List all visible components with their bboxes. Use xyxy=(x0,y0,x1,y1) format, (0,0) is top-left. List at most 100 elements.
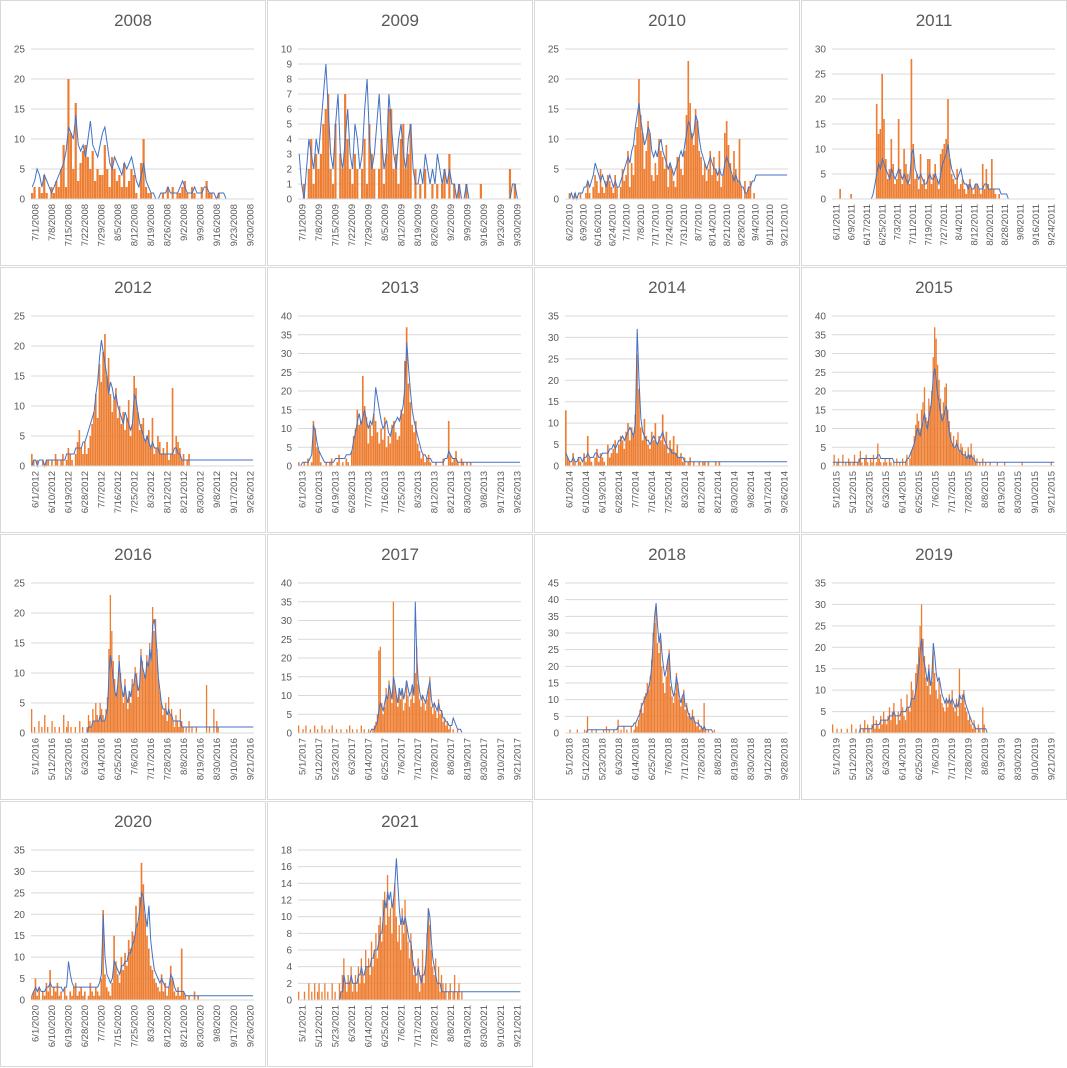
x-tick-label: 6/14/2018 xyxy=(631,738,642,780)
y-tick-label: 0 xyxy=(820,729,826,740)
bar xyxy=(970,724,972,733)
bar xyxy=(162,448,165,466)
bar xyxy=(941,703,943,733)
x-tick-label: 6/10/2013 xyxy=(314,471,325,513)
y-tick-label: 35 xyxy=(815,330,827,341)
bar xyxy=(115,697,117,733)
bar xyxy=(81,151,85,199)
bar xyxy=(414,966,416,1000)
bar xyxy=(612,193,615,199)
bar xyxy=(38,987,40,1000)
bar xyxy=(111,631,113,733)
bar xyxy=(389,908,392,1000)
bar xyxy=(377,169,381,199)
y-tick-label: 45 xyxy=(548,579,560,590)
x-tick-label: 6/25/2015 xyxy=(914,471,925,513)
bar xyxy=(894,715,896,733)
bar xyxy=(124,430,126,466)
bar xyxy=(930,184,933,199)
bar xyxy=(170,709,173,733)
y-tick-label: 8 xyxy=(286,75,292,86)
y-tick-label: 0 xyxy=(553,195,559,206)
x-tick-label: 7/15/2008 xyxy=(63,204,74,246)
bar xyxy=(147,430,150,466)
bar xyxy=(303,991,306,1000)
bar xyxy=(44,715,46,733)
bar xyxy=(569,729,571,733)
bar xyxy=(650,659,653,733)
bar xyxy=(389,443,392,466)
y-tick-label: 9 xyxy=(286,60,292,71)
bar xyxy=(613,729,615,733)
y-tick-label: 5 xyxy=(19,699,25,710)
bar xyxy=(448,991,450,1000)
bar xyxy=(639,115,642,199)
x-tick-label: 6/1/2013 xyxy=(297,471,308,508)
bar xyxy=(184,995,187,1000)
bar xyxy=(623,448,626,466)
bar xyxy=(122,970,125,1000)
bar xyxy=(987,184,990,199)
y-tick-label: 4 xyxy=(286,962,292,973)
bar xyxy=(707,169,710,199)
bar xyxy=(983,189,986,199)
bar xyxy=(888,458,891,466)
y-tick-label: 6 xyxy=(286,946,292,957)
bar xyxy=(124,679,126,733)
bar xyxy=(424,169,427,199)
bar xyxy=(887,715,889,733)
bar xyxy=(954,711,956,733)
bar xyxy=(692,461,695,466)
bar xyxy=(431,184,434,199)
bar xyxy=(625,175,627,199)
bar xyxy=(672,181,675,199)
bar xyxy=(436,184,439,199)
bar xyxy=(65,460,68,466)
bar xyxy=(142,884,145,1000)
bar xyxy=(872,454,875,466)
bar xyxy=(387,109,390,199)
x-tick-label: 7/1/2008 xyxy=(30,204,41,241)
bar xyxy=(47,727,49,733)
bar xyxy=(60,991,62,1000)
bar xyxy=(929,694,931,733)
bar xyxy=(599,169,602,199)
bar xyxy=(836,728,838,733)
x-tick-label: 6/10/2012 xyxy=(47,471,58,513)
bar xyxy=(603,193,606,199)
bar xyxy=(166,187,169,199)
bar xyxy=(634,414,637,466)
bar xyxy=(82,727,84,733)
bar xyxy=(916,664,918,733)
bar xyxy=(634,145,637,199)
x-tick-label: 8/12/2011 xyxy=(970,204,981,246)
y-tick-label: 35 xyxy=(281,597,293,608)
bar xyxy=(178,727,180,733)
bar xyxy=(432,714,434,733)
bar xyxy=(105,987,108,1000)
y-tick-label: 10 xyxy=(548,419,560,430)
bar xyxy=(122,703,125,733)
bar xyxy=(649,133,651,199)
bar xyxy=(628,440,631,466)
bar xyxy=(351,729,354,733)
bar xyxy=(316,729,319,733)
bar xyxy=(941,413,943,466)
bar xyxy=(31,193,34,199)
bar xyxy=(351,991,354,1000)
bar xyxy=(718,151,721,199)
bar xyxy=(956,169,958,199)
bar xyxy=(205,685,208,733)
bar xyxy=(909,458,911,466)
bar xyxy=(153,978,156,1000)
bar xyxy=(919,154,922,199)
bar xyxy=(978,189,980,199)
bar xyxy=(90,727,93,733)
x-tick-label: 8/3/2014 xyxy=(680,471,691,508)
bar xyxy=(603,461,606,466)
bar xyxy=(96,169,99,199)
x-tick-label: 5/12/2016 xyxy=(47,738,58,780)
bar xyxy=(627,423,629,466)
bar xyxy=(694,723,697,733)
x-tick-label: 7/28/2016 xyxy=(163,738,174,780)
